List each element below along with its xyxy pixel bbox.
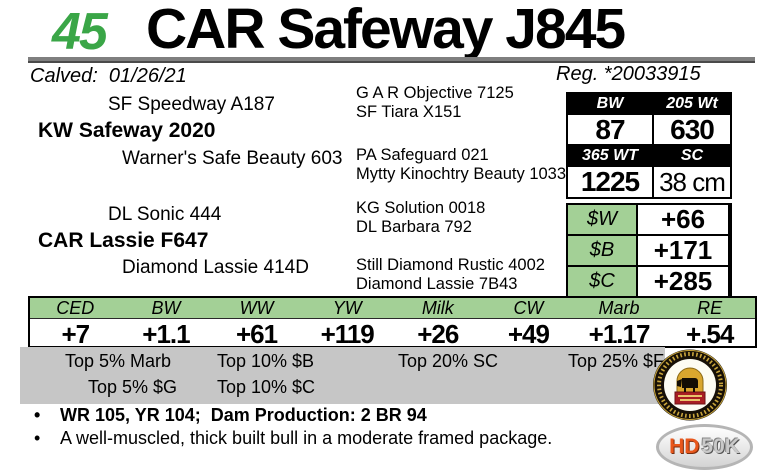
epd-value-row: +7 +1.1 +61 +119 +26 +49 +1.17 +.54: [30, 319, 755, 349]
hd50k-hd-text: HD: [669, 435, 700, 458]
sire-ggdam2: Mytty Kinochtry Beauty 1033: [356, 165, 567, 183]
perf-value-bw: 87: [568, 114, 652, 145]
percentile-dollar-f: Top 25% $F: [568, 351, 665, 371]
perf-header-sc: SC: [654, 146, 730, 165]
dollar-b-label: $B: [568, 236, 636, 265]
dollar-c-label: $C: [568, 267, 636, 296]
sire-ggsire2: PA Safeguard 021: [356, 146, 489, 164]
epd-header-yw: YW: [332, 298, 362, 318]
hd50k-logo: HD 50K: [656, 424, 753, 470]
performance-table: BW 205 Wt 87 630 365 WT SC 1225 38 cm: [566, 92, 732, 199]
hd50k-50k-text: 50K: [701, 435, 740, 458]
dam-ggsire2: Still Diamond Rustic 4002: [356, 256, 545, 274]
perf-header-bw: BW: [568, 94, 652, 113]
dam-ggsire1: KG Solution 0018: [356, 199, 486, 217]
perf-value-365wt: 1225: [568, 166, 652, 197]
registration-number: Reg. *20033915: [556, 63, 701, 85]
lot-number: 45: [52, 3, 108, 61]
epd-header-row: CED BW WW YW Milk CW Marb RE: [30, 298, 755, 319]
dam-granddam: Diamond Lassie 414D: [122, 257, 309, 278]
epd-value-marb: +1.17: [588, 319, 651, 349]
epd-value-cw: +49: [507, 319, 550, 349]
note-ratios: WR 105, YR 104; Dam Production: 2 BR 94: [28, 405, 680, 426]
dollar-c-value: +285: [638, 266, 728, 296]
sire-grandsire: SF Speedway A187: [108, 94, 275, 115]
perf-value-sc: 38 cm: [654, 167, 730, 197]
sire-name: KW Safeway 2020: [38, 119, 216, 142]
dam-ggdam1: DL Barbara 792: [356, 218, 472, 236]
epd-table: CED BW WW YW Milk CW Marb RE +7 +1.1 +61…: [28, 296, 757, 349]
percentile-marb: Top 5% Marb: [65, 351, 172, 371]
page-title: CAR Safeway J845: [146, 0, 626, 61]
epd-value-ced: +7: [61, 319, 90, 349]
title-divider: [28, 57, 755, 63]
perf-value-205wt: 630: [654, 114, 730, 145]
note-description: A well-muscled, thick built bull in a mo…: [28, 428, 680, 449]
dam-name: CAR Lassie F647: [38, 229, 209, 252]
perf-header-205wt: 205 Wt: [654, 94, 730, 113]
epd-value-milk: +26: [417, 319, 459, 349]
sire-ggsire1: G A R Objective 7125: [356, 84, 514, 102]
epd-value-ww: +61: [236, 319, 278, 349]
epd-value-re: +.54: [686, 319, 734, 349]
epd-header-bw: BW: [151, 298, 181, 318]
angus-seal-icon: [650, 348, 730, 429]
epd-header-ced: CED: [56, 298, 95, 318]
sire-granddam: Warner's Safe Beauty 603: [122, 148, 343, 169]
sire-ggdam1: SF Tiara X151: [356, 103, 462, 121]
dollar-value-table: $W +66 $B +171 $C +285: [566, 203, 732, 298]
dollar-b-value: +171: [638, 235, 728, 265]
dollar-w-value: +66: [638, 204, 728, 234]
calved-date: Calved: 01/26/21: [30, 65, 187, 87]
epd-header-milk: Milk: [421, 298, 454, 318]
percentile-sc: Top 20% SC: [398, 351, 499, 371]
epd-value-bw: +1.1: [142, 319, 190, 349]
epd-header-marb: Marb: [598, 298, 640, 318]
perf-header-365wt: 365 WT: [568, 146, 652, 165]
epd-value-yw: +119: [320, 319, 375, 349]
dam-ggdam2: Diamond Lassie 7B43: [356, 275, 518, 293]
epd-header-re: RE: [697, 298, 723, 318]
percentile-dollar-b: Top 10% $B: [217, 351, 315, 371]
percentile-box: Top 5% Marb Top 10% $B Top 20% SC Top 25…: [20, 347, 665, 404]
epd-header-ww: WW: [239, 298, 274, 318]
percentile-dollar-c: Top 10% $C: [217, 377, 316, 397]
dollar-w-label: $W: [568, 205, 636, 234]
epd-header-cw: CW: [513, 298, 544, 318]
dam-grandsire: DL Sonic 444: [108, 204, 222, 225]
percentile-dollar-g: Top 5% $G: [88, 377, 178, 397]
